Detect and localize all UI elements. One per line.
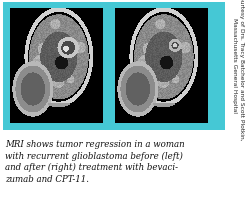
Bar bbox=[3, 2, 224, 130]
Text: MRI shows tumor regression in a woman
with recurrent glioblastoma before (left)
: MRI shows tumor regression in a woman wi… bbox=[5, 140, 184, 184]
Text: Courtesy of Drs. Tracy Batchelor and Scott Plotkin,
Massachusetts General Hospit: Courtesy of Drs. Tracy Batchelor and Sco… bbox=[232, 0, 243, 140]
